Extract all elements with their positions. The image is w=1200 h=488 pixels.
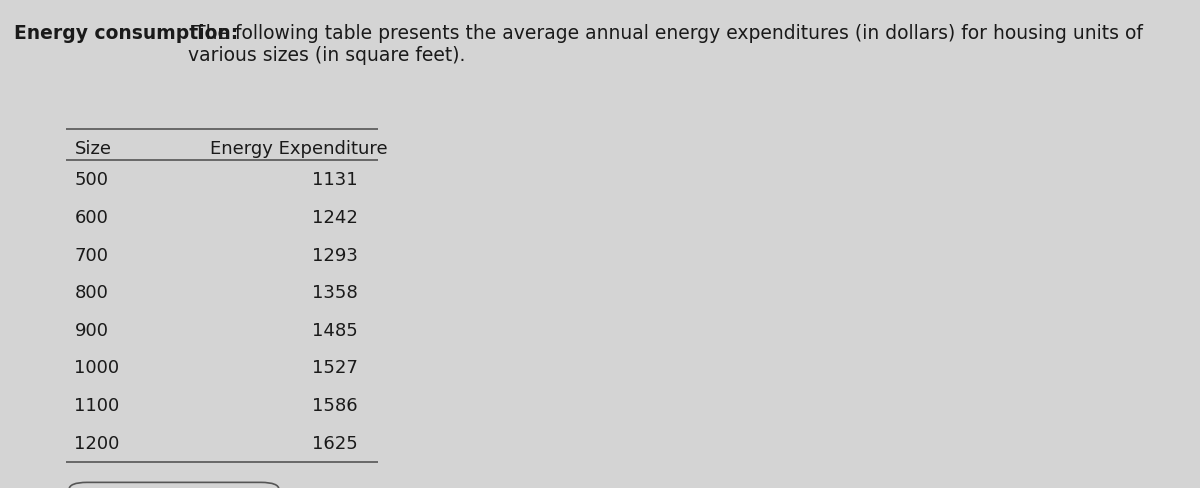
Text: 500: 500 xyxy=(74,171,108,189)
Text: The following table presents the average annual energy expenditures (in dollars): The following table presents the average… xyxy=(188,24,1144,65)
Text: 1000: 1000 xyxy=(74,359,120,377)
Text: 800: 800 xyxy=(74,284,108,302)
Text: 1625: 1625 xyxy=(312,434,358,452)
Text: 1586: 1586 xyxy=(312,396,358,414)
Text: Energy Expenditure: Energy Expenditure xyxy=(210,140,388,158)
Text: 1131: 1131 xyxy=(312,171,358,189)
Text: 600: 600 xyxy=(74,208,108,226)
Text: Size: Size xyxy=(74,140,112,158)
Text: 1527: 1527 xyxy=(312,359,358,377)
Text: 1358: 1358 xyxy=(312,284,358,302)
Text: 900: 900 xyxy=(74,321,108,339)
Text: Energy consumption:: Energy consumption: xyxy=(14,24,239,43)
FancyBboxPatch shape xyxy=(70,482,278,488)
Text: 1485: 1485 xyxy=(312,321,358,339)
Text: 1242: 1242 xyxy=(312,208,358,226)
Text: 1200: 1200 xyxy=(74,434,120,452)
Text: 1100: 1100 xyxy=(74,396,120,414)
Text: 1293: 1293 xyxy=(312,246,358,264)
Text: 700: 700 xyxy=(74,246,108,264)
